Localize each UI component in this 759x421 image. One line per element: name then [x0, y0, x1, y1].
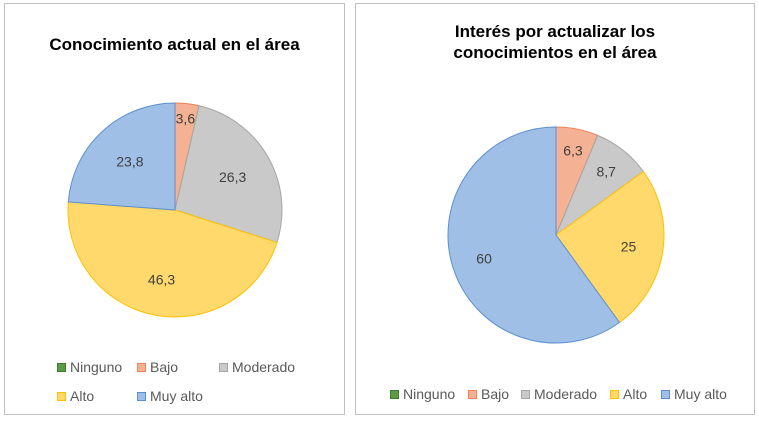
pie-chart-interest: 6,3 8,7 25 60 [447, 126, 665, 344]
pie-slice-moderado [174, 105, 283, 244]
legend-swatch [521, 389, 530, 399]
legend-swatch [661, 389, 670, 399]
data-label-bajo: 6,3 [563, 142, 583, 158]
data-label-alto: 25 [621, 238, 637, 254]
legend-item-alto: Alto [57, 388, 94, 404]
legend-label: Muy alto [674, 386, 727, 402]
chart-title: Conocimiento actual en el área [49, 35, 300, 54]
legend-label: Ninguno [403, 386, 456, 402]
legend-swatch [57, 391, 66, 401]
legend-swatch [219, 362, 228, 372]
legend-swatch [610, 389, 619, 399]
legend-item-muy-alto: Muy alto [661, 386, 727, 402]
chart-title: Interés por actualizar los conocimientos… [356, 21, 754, 63]
legend-swatch [137, 362, 146, 372]
pie-slice-alto [67, 201, 278, 318]
legend-label: Bajo [150, 359, 179, 375]
legend-label: Moderado [232, 359, 296, 375]
data-label-bajo: 3,6 [176, 111, 196, 127]
chart-panel-knowledge: Conocimiento actual en el área 3,6 26,3 46… [4, 3, 345, 415]
legend-item-ninguno: Ninguno [57, 359, 122, 375]
legend-label: Alto [70, 388, 95, 404]
legend-label: Ninguno [70, 359, 123, 375]
legend-item-alto: Alto [610, 386, 647, 402]
legend-swatch [390, 389, 399, 399]
legend-swatch [57, 362, 66, 372]
legend-item-ninguno: Ninguno [390, 386, 455, 402]
pie-chart-knowledge: 3,6 26,3 46,3 23,8 [67, 102, 283, 318]
data-label-moderado: 26,3 [219, 169, 246, 185]
legend-item-bajo: Bajo [468, 386, 509, 402]
legend-item-moderado: Moderado [521, 386, 597, 402]
pie-slice-muy-alto [447, 126, 621, 344]
legend-swatch [137, 391, 146, 401]
data-label-muy-alto: 60 [476, 250, 492, 266]
legend-item-bajo: Bajo [137, 359, 178, 375]
pie-slice-muy-alto [67, 102, 176, 211]
chart-panel-interest: Interés por actualizar los conocimientos… [355, 3, 755, 415]
chart-title-text: Interés por actualizar los conocimientos… [453, 22, 657, 62]
legend-swatch [468, 389, 477, 399]
legend-item-muy-alto: Muy alto [137, 388, 203, 404]
pie-slice-alto [555, 170, 665, 324]
data-label-moderado: 8,7 [597, 163, 617, 179]
data-label-muy-alto: 23,8 [116, 153, 143, 169]
legend-item-moderado: Moderado [219, 359, 295, 375]
data-label-alto: 46,3 [148, 271, 175, 287]
legend-label: Alto [623, 386, 648, 402]
legend-label: Bajo [481, 386, 510, 402]
legend-label: Muy alto [150, 388, 203, 404]
legend-label: Moderado [534, 386, 598, 402]
